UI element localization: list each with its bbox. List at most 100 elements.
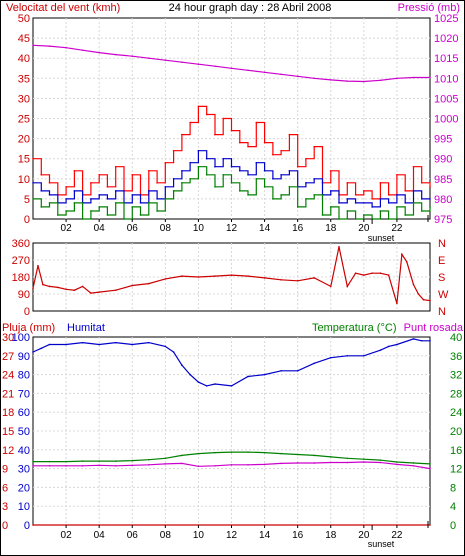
- temperature-point: [396, 461, 398, 463]
- gust-point: [404, 190, 406, 192]
- wind_min-point: [181, 182, 183, 184]
- temperature-tick-label: 32: [450, 370, 462, 382]
- y-tick-label: E: [438, 255, 445, 267]
- dewpoint-point: [329, 461, 332, 464]
- y-tick-label: 90: [18, 289, 30, 301]
- wind_avg-point: [255, 161, 258, 164]
- gust-point: [156, 182, 158, 184]
- humidity-point: [363, 355, 365, 357]
- wind_min-point: [139, 214, 142, 216]
- humidity-point: [189, 373, 191, 376]
- rain-tick-label: 18: [2, 407, 14, 419]
- humidity-tick-label: 100: [12, 332, 30, 344]
- wind_min-point: [272, 198, 274, 200]
- gust-point: [164, 161, 167, 164]
- gust-point: [429, 186, 431, 188]
- dewpoint-point: [396, 463, 398, 466]
- x-tick-label: 02: [61, 530, 73, 541]
- gust-point: [48, 182, 51, 184]
- humidity-point: [181, 364, 183, 367]
- x-tick-label: 22: [391, 530, 403, 541]
- wind_avg-point: [90, 198, 92, 200]
- y-tick-label: 35: [18, 73, 30, 85]
- pressure-axis-label: Pressió (mb): [398, 2, 460, 14]
- wind_min-point: [172, 190, 175, 192]
- gust-point: [214, 133, 216, 136]
- dewpoint-point: [214, 464, 216, 467]
- direction-point: [32, 287, 34, 290]
- y-tick-label: 1005: [434, 93, 458, 105]
- gust-point: [387, 194, 390, 196]
- y-tick-label: 1010: [434, 73, 458, 85]
- wind_avg-point: [214, 165, 216, 168]
- wind_avg-point: [73, 190, 76, 192]
- temperature-point: [114, 460, 117, 462]
- wind_min-point: [338, 218, 340, 220]
- wind_avg-point: [338, 202, 340, 204]
- pressure-point: [230, 67, 233, 70]
- humidity-point: [230, 385, 233, 387]
- temperature-tick-label: 28: [450, 388, 462, 400]
- humidity-point: [247, 375, 249, 378]
- wind_avg-point: [106, 198, 109, 200]
- direction-point: [354, 272, 357, 275]
- wind_min-point: [379, 210, 382, 212]
- humidity-point: [147, 341, 150, 344]
- y-tick-label: 20: [18, 134, 30, 146]
- gust-point: [263, 141, 266, 144]
- humidity-point: [205, 385, 208, 387]
- gust-point: [296, 165, 299, 168]
- humidity-point: [40, 347, 43, 350]
- wind_min-point: [387, 218, 390, 220]
- humidity-point: [65, 343, 67, 346]
- rain-tick-label: 12: [2, 445, 14, 457]
- y-tick-label: 0: [24, 306, 30, 318]
- gust-point: [147, 169, 150, 172]
- wind_min-point: [156, 210, 158, 212]
- x-tick-label: 22: [391, 223, 403, 234]
- direction-point: [181, 275, 183, 277]
- wind_avg-point: [40, 190, 43, 192]
- temperature-point: [81, 460, 84, 462]
- pressure-point: [412, 76, 415, 79]
- dewpoint-point: [280, 462, 282, 465]
- gust-point: [90, 182, 92, 184]
- temperature-point: [197, 452, 200, 455]
- wind_avg-point: [164, 186, 167, 188]
- sunset-marker-top: sunset: [368, 233, 395, 243]
- y-tick-label: 985: [434, 174, 452, 186]
- gust-point: [305, 157, 307, 160]
- dewpoint-point: [247, 464, 249, 466]
- y-tick-label: 990: [434, 154, 452, 166]
- gust-point: [379, 182, 382, 184]
- temperature-tick-label: 36: [450, 351, 462, 363]
- wind_avg-point: [420, 198, 423, 200]
- y-tick-label: S: [438, 272, 445, 284]
- humidity-tick-label: 0: [24, 520, 30, 532]
- humidity-point: [98, 343, 100, 346]
- humidity-point: [346, 355, 349, 357]
- dewpoint-point: [429, 467, 431, 470]
- pressure-point: [214, 65, 216, 68]
- gust-point: [371, 198, 373, 200]
- y-tick-label: 270: [12, 255, 30, 267]
- humidity-point: [48, 343, 51, 346]
- y-tick-label: 1000: [434, 114, 458, 126]
- y-tick-label: N: [438, 306, 446, 318]
- wind_avg-point: [114, 190, 117, 192]
- gust-point: [131, 173, 134, 176]
- direction-point: [280, 279, 282, 281]
- wind_min-point: [247, 194, 249, 196]
- gust-point: [412, 165, 415, 168]
- gust-point: [280, 149, 282, 152]
- rain-tick-label: 3: [2, 501, 8, 513]
- wind_avg-point: [197, 149, 200, 152]
- direction-point: [401, 253, 403, 256]
- direction-point: [387, 274, 390, 276]
- humidity-axis-label: Humitat: [67, 322, 105, 334]
- direction-line: [32, 246, 431, 304]
- pressure-point: [181, 61, 183, 64]
- temperature-point: [263, 451, 266, 454]
- gust-point: [396, 173, 398, 176]
